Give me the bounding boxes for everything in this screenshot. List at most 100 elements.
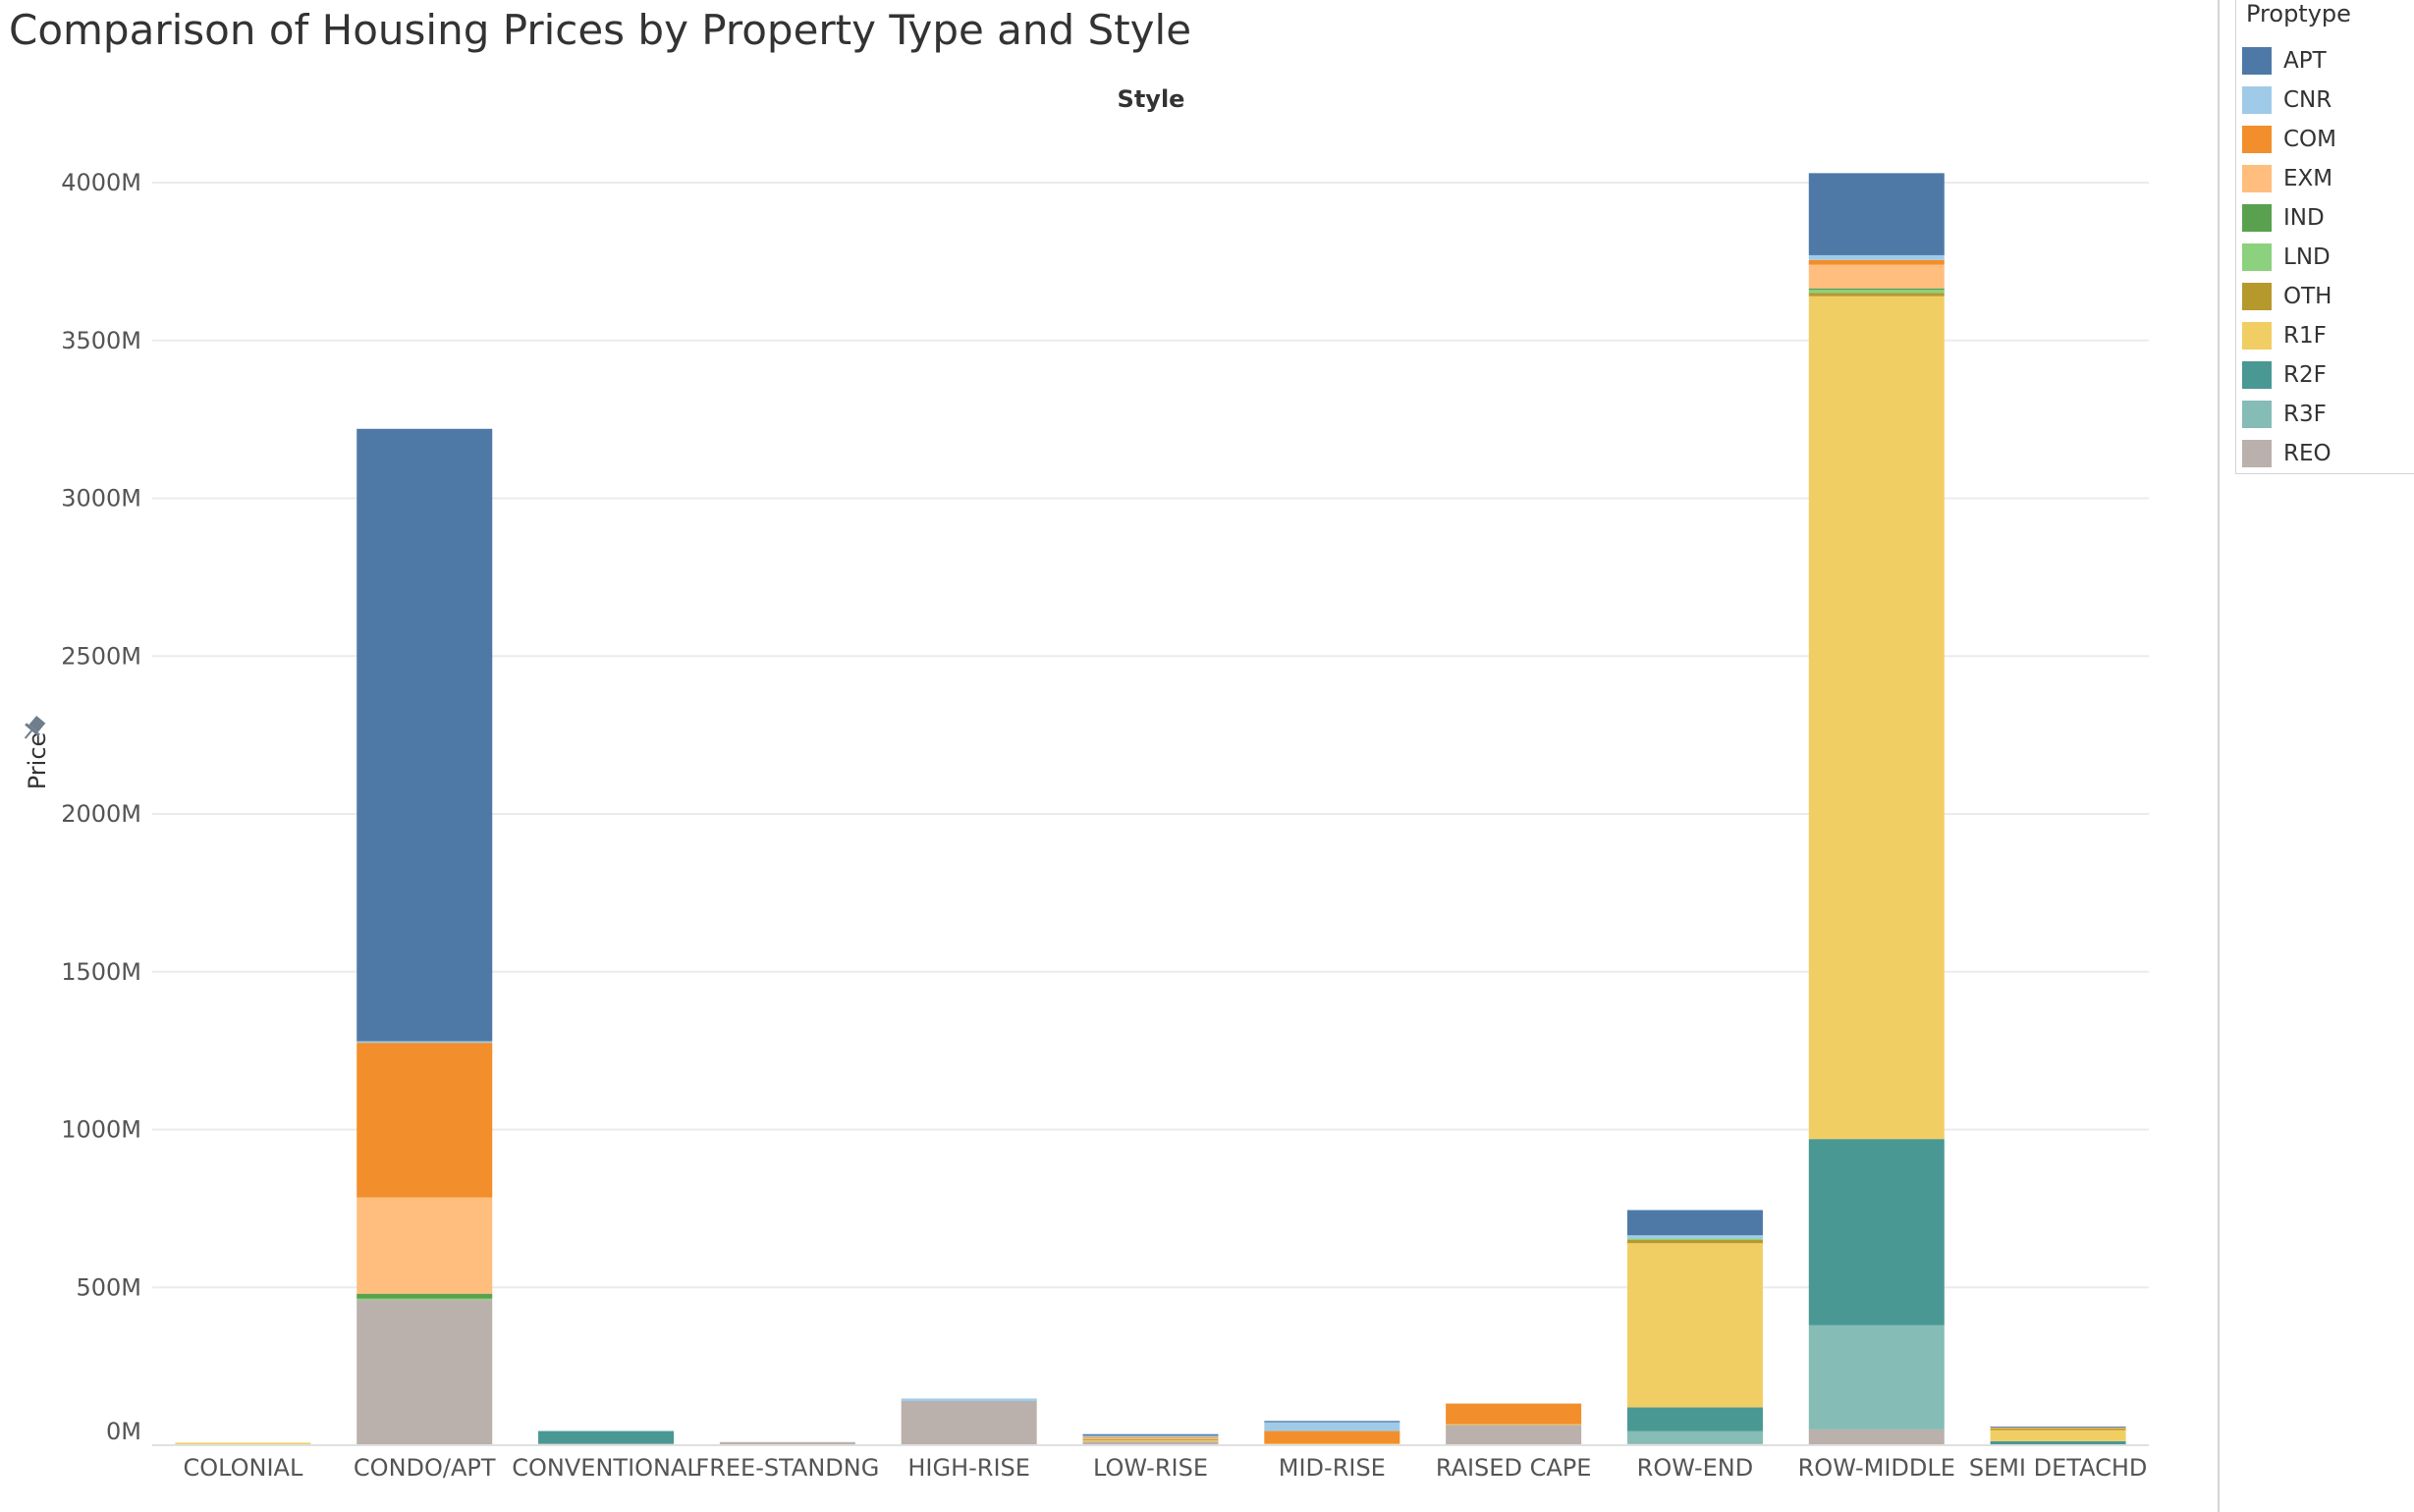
bar-segment-cnr[interactable] [1082, 1435, 1219, 1437]
legend-item-exm[interactable]: EXM [2242, 159, 2414, 198]
legend-swatch [2242, 86, 2272, 114]
legend-item-lnd[interactable]: LND [2242, 238, 2414, 277]
x-tick-label: COLONIAL [183, 1454, 303, 1482]
legend-title: Proptype [2246, 0, 2351, 27]
bar-segment-cnr[interactable] [1626, 1235, 1763, 1239]
bar-segment-cnr[interactable] [901, 1398, 1037, 1401]
legend-item-oth[interactable]: OTH [2242, 277, 2414, 316]
bar-segment-apt[interactable] [1626, 1210, 1763, 1236]
y-tick-label: 1000M [61, 1116, 141, 1144]
bar-segment-apt[interactable] [1082, 1433, 1219, 1436]
bar-segment-ind[interactable] [1808, 288, 1945, 291]
legend-item-reo[interactable]: REO [2242, 434, 2414, 473]
legend-swatch [2242, 440, 2272, 467]
chart-title: Comparison of Housing Prices by Property… [9, 6, 1192, 54]
bar-segment-com[interactable] [1446, 1403, 1582, 1425]
bar-segment-com[interactable] [1082, 1436, 1219, 1438]
legend-item-r1f[interactable]: R1F [2242, 316, 2414, 355]
pin-icon[interactable] [19, 714, 48, 744]
x-tick-label: FREE-STANDNG [695, 1454, 879, 1482]
legend-swatch [2242, 47, 2272, 75]
bar-segment-com[interactable] [357, 1043, 493, 1198]
legend-swatch [2242, 361, 2272, 389]
bar-segment-cnr[interactable] [1808, 254, 1945, 260]
bar-segment-r2f[interactable] [1990, 1440, 2126, 1445]
x-tick-label: SEMI DETACHD [1969, 1454, 2148, 1482]
bar-segment-apt[interactable] [1990, 1427, 2126, 1429]
y-axis-title: Price [24, 732, 51, 790]
y-tick-label: 2500M [61, 642, 141, 670]
legend-label: R3F [2283, 402, 2327, 427]
bar-segment-r1f[interactable] [1990, 1430, 2126, 1441]
bar-segment-oth[interactable] [1082, 1438, 1219, 1440]
bar-segment-oth[interactable] [1626, 1240, 1763, 1244]
bar-segment-reo[interactable] [901, 1400, 1037, 1445]
bar-segment-cnr[interactable] [357, 1041, 493, 1044]
y-tick-label: 500M [76, 1273, 141, 1301]
bar-segment-apt[interactable] [1264, 1421, 1400, 1423]
x-tick-label: RAISED CAPE [1436, 1454, 1592, 1482]
bar-segment-r2f[interactable] [1626, 1407, 1763, 1431]
legend-item-cnr[interactable]: CNR [2242, 81, 2414, 120]
bar-segment-com[interactable] [1264, 1431, 1400, 1444]
bar-segment-r1f[interactable] [175, 1442, 311, 1445]
legend-swatch [2242, 322, 2272, 350]
bar-segment-reo[interactable] [719, 1441, 855, 1445]
bar-segment-r3f[interactable] [1626, 1431, 1763, 1444]
legend-item-apt[interactable]: APT [2242, 41, 2414, 81]
bar-segment-r1f[interactable] [1626, 1243, 1763, 1408]
bar-segment-reo[interactable] [1446, 1425, 1582, 1445]
legend-label: IND [2283, 205, 2325, 231]
bar-segment-exm[interactable] [1808, 264, 1945, 289]
y-tick-label: 1500M [61, 958, 141, 986]
bar-segment-r1f[interactable] [1264, 1443, 1400, 1445]
y-tick-label: 0M [106, 1418, 141, 1445]
bar-segment-oth[interactable] [1808, 293, 1945, 297]
legend-swatch [2242, 204, 2272, 232]
legend-item-r2f[interactable]: R2F [2242, 355, 2414, 395]
bar-segment-apt[interactable] [1808, 173, 1945, 255]
y-tick-label: 2000M [61, 800, 141, 828]
bar-segment-exm[interactable] [1990, 1427, 2126, 1429]
bar-segment-ind[interactable] [357, 1293, 493, 1299]
legend-label: R1F [2283, 323, 2327, 349]
x-tick-label: MID-RISE [1279, 1454, 1386, 1482]
y-tick-label: 3500M [61, 327, 141, 354]
bar-segment-r2f[interactable] [1808, 1139, 1945, 1325]
x-tick-label: LOW-RISE [1093, 1454, 1208, 1482]
bar-segment-oth[interactable] [1990, 1428, 2126, 1431]
legend-label: REO [2283, 441, 2332, 466]
bar-segment-r1f[interactable] [1082, 1439, 1219, 1442]
bar-segment-r2f[interactable] [538, 1431, 675, 1444]
legend-panel: Proptype APT CNR COM EXM IND LND OTH R1F R2F R3F R… [2218, 0, 2414, 1512]
legend-label: COM [2283, 127, 2337, 152]
chart-plot: 0M 500M 1000M 1500M 2000M 2500M 3000M 3500M 4000… [19, 85, 2149, 1482]
bar-segment-lnd[interactable] [357, 1298, 493, 1301]
bar-segment-r1f[interactable] [1446, 1424, 1582, 1426]
bar-segment-reo[interactable] [1808, 1429, 1945, 1445]
bar-segment-r3f[interactable] [1808, 1324, 1945, 1430]
legend-swatch [2242, 243, 2272, 271]
bar-segment-lnd[interactable] [1808, 290, 1945, 294]
bar-segment-com[interactable] [1808, 259, 1945, 265]
legend-label: EXM [2283, 166, 2333, 191]
legend-item-r3f[interactable]: R3F [2242, 395, 2414, 434]
bar-segment-reo[interactable] [357, 1300, 493, 1445]
bar-segment-exm[interactable] [357, 1197, 493, 1294]
bar-segment-apt[interactable] [357, 428, 493, 1042]
x-tick-label: CONDO/APT [354, 1454, 496, 1482]
bar-segment-exm[interactable] [1082, 1437, 1219, 1439]
bar-segment-cnr[interactable] [1264, 1422, 1400, 1431]
bar-segment-reo[interactable] [1082, 1441, 1219, 1445]
bar-segment-r1f[interactable] [1808, 296, 1945, 1140]
x-tick-labels: COLONIAL CONDO/APT CONVENTIONALFREE-STANDN… [183, 1454, 2147, 1482]
bar-segment-lnd[interactable] [1626, 1238, 1763, 1241]
legend-item-com[interactable]: COM [2242, 120, 2414, 159]
x-tick-label: CONVENTIONAL [512, 1454, 700, 1482]
legend: Proptype APT CNR COM EXM IND LND OTH R1F R2F R3F R… [2235, 0, 2414, 474]
y-axis-title-group: Price [24, 732, 51, 790]
y-tick-label: 3000M [61, 485, 141, 513]
column-header: Style [1118, 85, 1185, 113]
legend-item-ind[interactable]: IND [2242, 198, 2414, 238]
legend-label: CNR [2283, 87, 2332, 113]
